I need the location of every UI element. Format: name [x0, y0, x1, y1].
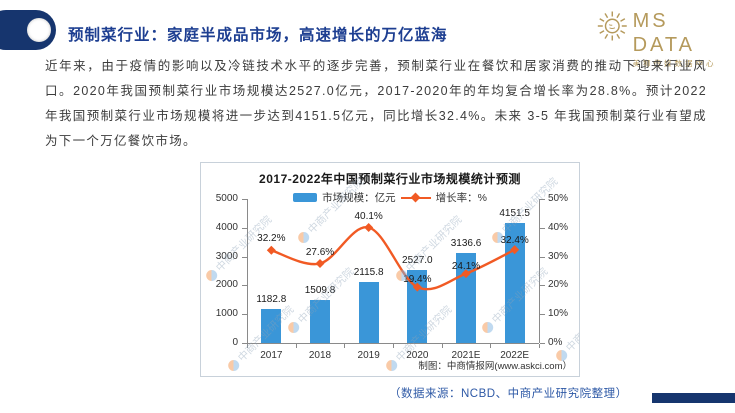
- header-accent-dot: [27, 18, 51, 42]
- bar-value-label: 1509.8: [304, 284, 336, 296]
- logo: MS DATA 美狮传媒数据中心: [596, 9, 735, 69]
- growth-rate-label: 27.6%: [305, 246, 335, 258]
- right-axis-tick: [540, 227, 545, 229]
- left-axis-label: 4000: [215, 221, 238, 233]
- line-point-marker: [364, 222, 374, 233]
- x-axis-line: [247, 343, 539, 344]
- x-axis-tick: [490, 344, 492, 348]
- left-axis-label: 3000: [215, 250, 238, 262]
- left-axis-label: 1000: [215, 308, 238, 320]
- bar: [358, 282, 379, 343]
- growth-rate-label: 32.2%: [257, 233, 286, 245]
- chart-plot-area: 0 0% 1000 10% 2000 20% 3000 30% 4000 40% 5000 50% 11…: [201, 163, 579, 376]
- growth-rate-label: 19.4%: [403, 274, 432, 286]
- left-axis-label: 0: [232, 337, 238, 348]
- right-axis-label: 20%: [548, 279, 569, 291]
- header-accent-shape: [0, 10, 56, 50]
- sun-lion-icon: [597, 11, 627, 41]
- growth-rate-label: 24.1%: [451, 260, 481, 272]
- bar-value-label: 2115.8: [353, 267, 384, 279]
- x-axis-tick: [441, 344, 443, 348]
- logo-subtitle: 美狮传媒数据中心: [632, 59, 717, 68]
- x-axis-category-label: 2019: [357, 350, 380, 361]
- left-axis-label: 2000: [215, 279, 238, 291]
- watermark-logo-icon: [225, 357, 242, 374]
- data-source-note: （数据来源：NCBD、中商产业研究院整理）: [389, 388, 628, 400]
- right-axis-tick: [540, 343, 545, 344]
- right-axis-tick: [540, 285, 545, 287]
- bar-value-label: 4151.5: [499, 208, 530, 220]
- legend-bar-swatch: [293, 193, 318, 202]
- legend-bar-label: 市场规模：亿元: [322, 192, 396, 204]
- x-axis-category-label: 2021E: [451, 350, 481, 361]
- bar: [261, 308, 282, 343]
- line-point-marker: [315, 258, 325, 269]
- watermark: 中商产业研究院: [553, 292, 579, 364]
- x-axis-tick: [539, 344, 540, 348]
- x-axis-category-label: 2020: [406, 350, 429, 361]
- right-axis-label: 0%: [548, 337, 563, 348]
- left-axis-tick: [242, 314, 247, 316]
- body-paragraph: 近年来，由于疫情的影响以及冷链技术水平的逐步完善，预制菜行业在餐饮和居家消费的推…: [45, 59, 707, 148]
- right-axis-label: 10%: [548, 308, 569, 320]
- right-axis-line: [539, 199, 540, 343]
- market-size-chart: 2017-2022年中国预制菜行业市场规模统计预测 市场规模：亿元 增长率：% 0…: [200, 162, 580, 377]
- x-axis-category-label: 2017: [260, 350, 283, 361]
- legend-line-label: 增长率：%: [435, 192, 487, 204]
- left-axis-tick: [242, 199, 247, 200]
- right-axis-tick: [540, 314, 545, 316]
- left-axis-tick: [242, 343, 247, 344]
- bar-value-label: 1182.8: [256, 293, 287, 305]
- left-axis-label: 5000: [215, 193, 238, 204]
- watermark-logo-icon: [285, 319, 302, 336]
- x-axis-tick: [295, 344, 297, 348]
- watermark-logo-icon: [479, 319, 496, 336]
- right-axis-tick: [540, 199, 545, 200]
- left-axis-line: [247, 199, 248, 343]
- right-axis-label: 50%: [548, 193, 569, 204]
- x-axis-tick: [247, 344, 248, 348]
- bar-value-label: 2527.0: [402, 255, 433, 267]
- line-point-marker: [266, 245, 276, 255]
- chart-title: 2017-2022年中国预制菜行业市场规模统计预测: [259, 172, 521, 186]
- x-axis-category-label: 2018: [308, 350, 332, 361]
- growth-rate-label: 32.4%: [500, 234, 529, 246]
- chart-legend: 市场规模：亿元 增长率：%: [201, 190, 579, 205]
- bar-value-label: 3136.6: [450, 237, 482, 249]
- x-axis-category-label: 2022E: [500, 350, 530, 361]
- x-axis-tick: [344, 344, 346, 348]
- legend-diamond-marker: [410, 192, 421, 202]
- page-title: 预制菜行业：家庭半成品市场，高速增长的万亿蓝海: [68, 27, 448, 44]
- left-axis-tick: [242, 227, 247, 229]
- left-axis-tick: [242, 256, 247, 258]
- legend-line-marker: [400, 192, 431, 202]
- logo-name: MS DATA: [632, 10, 695, 56]
- growth-rate-label: 40.1%: [354, 210, 383, 222]
- bar: [310, 299, 330, 343]
- right-axis-label: 40%: [548, 221, 569, 233]
- bottom-accent-bar: [652, 393, 735, 403]
- right-axis-label: 30%: [548, 250, 569, 262]
- left-axis-tick: [242, 285, 247, 287]
- x-axis-tick: [393, 344, 394, 348]
- chart-credit: 制图：中商情报网(www.askci.com）: [418, 361, 572, 372]
- right-axis-tick: [540, 256, 545, 258]
- watermark-logo-icon: [295, 229, 312, 246]
